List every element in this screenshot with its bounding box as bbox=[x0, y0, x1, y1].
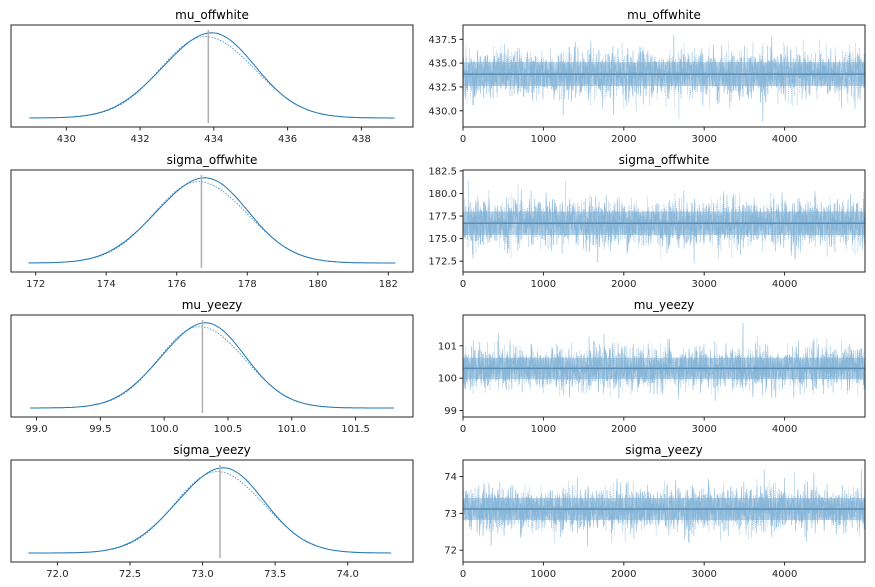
x-tick-label: 1000 bbox=[531, 279, 556, 290]
density-curve-chain-1 bbox=[28, 471, 392, 554]
x-tick-label: 1000 bbox=[531, 424, 556, 435]
x-tick-label: 100.5 bbox=[214, 424, 243, 435]
x-tick-label: 178 bbox=[238, 279, 257, 290]
x-tick-label: 172 bbox=[26, 279, 45, 290]
panel-title: sigma_offwhite bbox=[619, 153, 710, 167]
x-tick-label: 74.0 bbox=[337, 569, 359, 580]
x-tick-label: 2000 bbox=[611, 279, 636, 290]
x-tick-label: 432 bbox=[131, 134, 150, 145]
x-tick-label: 2000 bbox=[611, 569, 636, 580]
y-tick-label: 435.0 bbox=[428, 59, 457, 70]
x-tick-label: 72.5 bbox=[119, 569, 141, 580]
density-panel-sigma_offwhite: sigma_offwhite 172 174 176 178 180 182 bbox=[10, 153, 414, 290]
x-tick-label: 434 bbox=[204, 134, 223, 145]
x-tick-label: 4000 bbox=[772, 279, 797, 290]
y-tick-label: 72 bbox=[444, 546, 457, 557]
density-curve-chain-1 bbox=[28, 181, 396, 264]
y-tick-label: 100 bbox=[438, 374, 457, 385]
axes-frame bbox=[462, 459, 866, 563]
x-tick-label: 2000 bbox=[611, 134, 636, 145]
x-tick-label: 4000 bbox=[772, 134, 797, 145]
trace-panel-sigma_offwhite: sigma_offwhite 0 1000 2000 3000 4000 172.5 175.… bbox=[428, 153, 866, 290]
panel-title: sigma_offwhite bbox=[167, 153, 258, 167]
x-tick-label: 73.5 bbox=[264, 569, 286, 580]
x-tick-label: 4000 bbox=[772, 569, 797, 580]
axes-frame bbox=[10, 459, 414, 563]
y-tick-label: 430.0 bbox=[428, 106, 457, 117]
y-tick-label: 172.5 bbox=[428, 257, 457, 268]
x-tick-label: 3000 bbox=[691, 569, 716, 580]
x-tick-label: 101.0 bbox=[277, 424, 306, 435]
y-tick-label: 74 bbox=[444, 472, 457, 483]
x-tick-label: 3000 bbox=[691, 279, 716, 290]
axes-frame bbox=[462, 169, 866, 273]
x-tick-label: 3000 bbox=[691, 134, 716, 145]
panel-title: mu_offwhite bbox=[175, 8, 249, 22]
trace-panel-sigma_yeezy: sigma_yeezy 0 1000 2000 3000 4000 72 73 74 bbox=[444, 443, 866, 580]
y-tick-label: 73 bbox=[444, 509, 457, 520]
x-tick-label: 101.5 bbox=[341, 424, 370, 435]
x-tick-label: 436 bbox=[278, 134, 297, 145]
x-tick-label: 1000 bbox=[531, 134, 556, 145]
x-tick-label: 0 bbox=[460, 134, 466, 145]
y-tick-label: 432.5 bbox=[428, 82, 457, 93]
x-tick-label: 0 bbox=[460, 279, 466, 290]
density-panel-mu_yeezy: mu_yeezy 99.0 99.5 100.0 100.5 101.0 101.5 bbox=[10, 298, 414, 435]
x-tick-label: 0 bbox=[460, 424, 466, 435]
x-tick-label: 180 bbox=[308, 279, 327, 290]
axes-frame bbox=[10, 24, 414, 128]
x-tick-label: 3000 bbox=[691, 424, 716, 435]
trace-panel-mu_yeezy: mu_yeezy 0 1000 2000 3000 4000 99 100 101 bbox=[438, 298, 866, 435]
trace-panel-mu_offwhite: mu_offwhite 0 1000 2000 3000 4000 430.0 432.5 43… bbox=[428, 8, 866, 145]
x-tick-label: 99.0 bbox=[25, 424, 47, 435]
panel-title: sigma_yeezy bbox=[625, 443, 703, 457]
density-panel-mu_offwhite: mu_offwhite 430 432 434 436 438 bbox=[10, 8, 414, 145]
panel-title: mu_offwhite bbox=[627, 8, 701, 22]
density-curve-chain-0 bbox=[29, 32, 395, 119]
density-curve-chain-0 bbox=[30, 322, 394, 409]
y-tick-label: 101 bbox=[438, 341, 457, 352]
density-curve-chain-0 bbox=[28, 467, 392, 554]
x-tick-label: 2000 bbox=[611, 424, 636, 435]
panel-title: mu_yeezy bbox=[634, 298, 695, 312]
x-tick-label: 430 bbox=[57, 134, 76, 145]
y-tick-label: 99 bbox=[444, 406, 457, 417]
density-curve-chain-1 bbox=[29, 36, 395, 119]
x-tick-label: 72.0 bbox=[46, 569, 68, 580]
x-tick-label: 73.0 bbox=[191, 569, 213, 580]
density-panel-sigma_yeezy: sigma_yeezy 72.0 72.5 73.0 73.5 74.0 bbox=[10, 443, 414, 580]
x-tick-label: 0 bbox=[460, 569, 466, 580]
density-curve-chain-1 bbox=[30, 326, 394, 409]
x-tick-label: 99.5 bbox=[89, 424, 111, 435]
y-tick-label: 182.5 bbox=[428, 166, 457, 177]
y-tick-label: 180.0 bbox=[428, 189, 457, 200]
x-tick-label: 182 bbox=[379, 279, 398, 290]
axes-frame bbox=[10, 169, 414, 273]
x-tick-label: 4000 bbox=[772, 424, 797, 435]
panel-title: sigma_yeezy bbox=[173, 443, 251, 457]
x-tick-label: 176 bbox=[167, 279, 186, 290]
x-tick-label: 1000 bbox=[531, 569, 556, 580]
panel-title: mu_yeezy bbox=[182, 298, 243, 312]
x-tick-label: 100.0 bbox=[150, 424, 179, 435]
axes-frame bbox=[462, 24, 866, 128]
axes-frame bbox=[462, 314, 866, 418]
y-tick-label: 437.5 bbox=[428, 35, 457, 46]
density-curve-chain-0 bbox=[28, 177, 396, 264]
x-tick-label: 438 bbox=[352, 134, 371, 145]
axes-frame bbox=[10, 314, 414, 418]
x-tick-label: 174 bbox=[97, 279, 116, 290]
y-tick-label: 175.0 bbox=[428, 234, 457, 245]
y-tick-label: 177.5 bbox=[428, 212, 457, 223]
